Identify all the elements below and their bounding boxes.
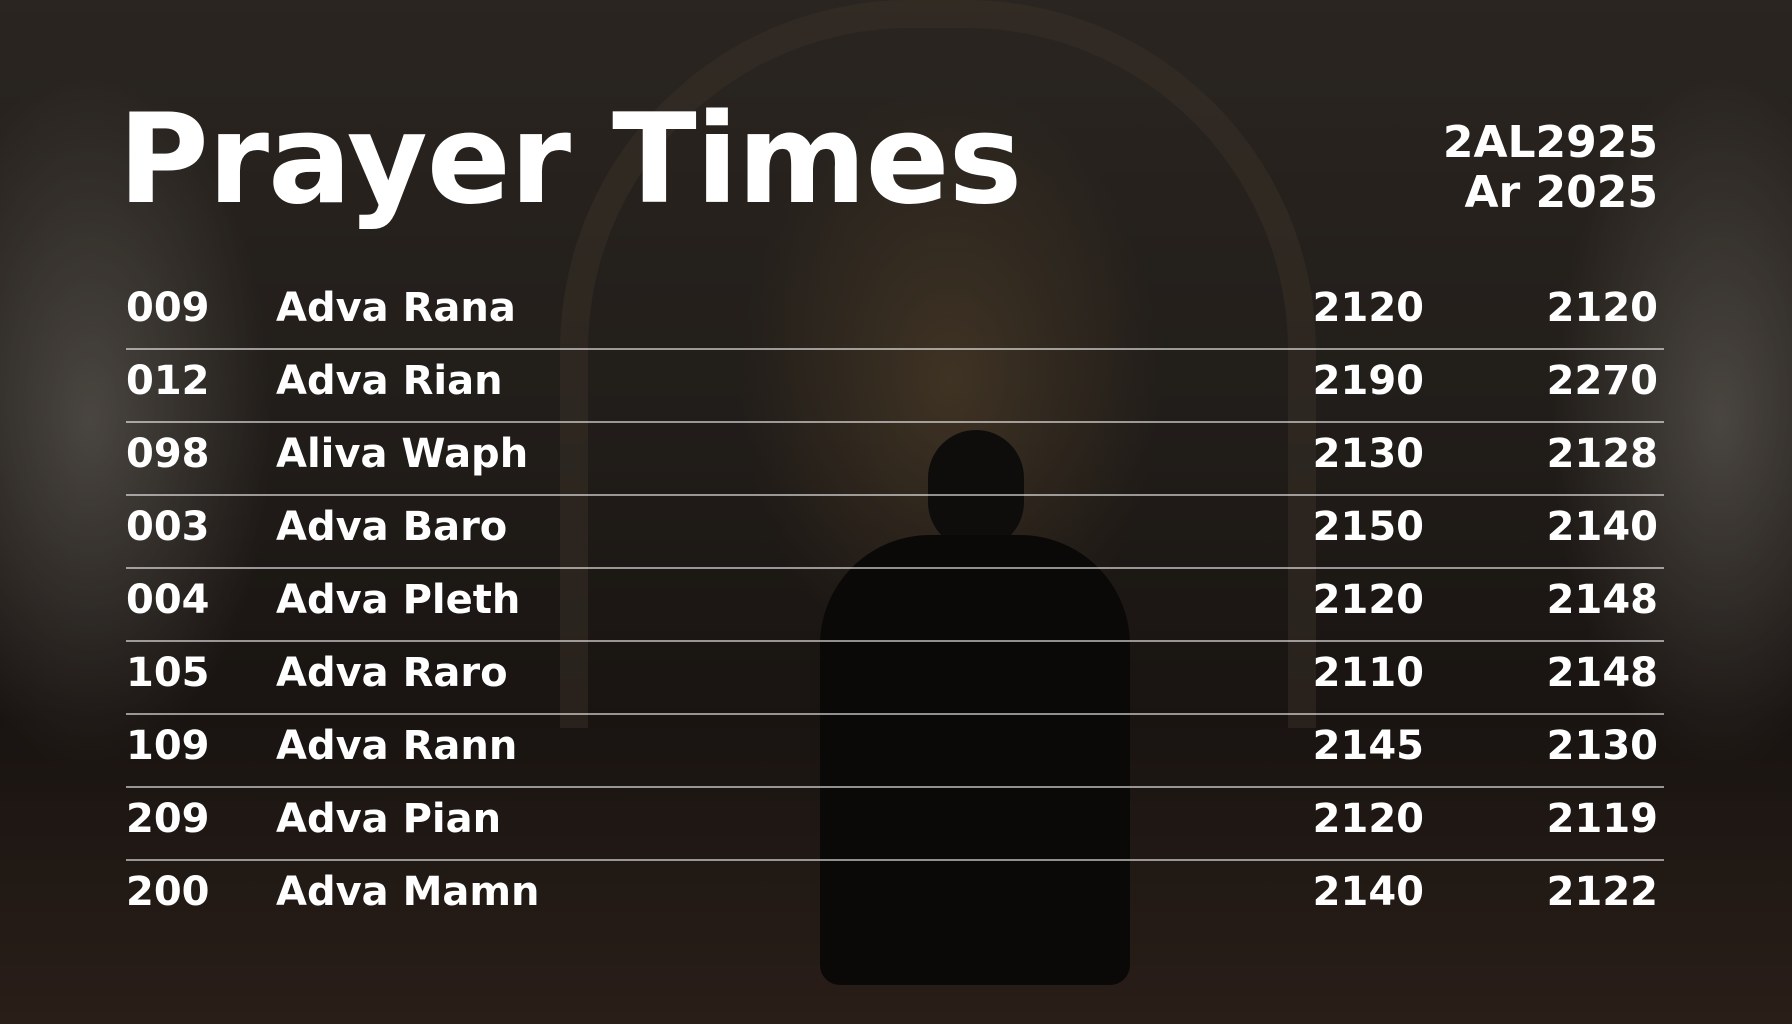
row-number: 009 xyxy=(126,285,210,331)
row-time-1: 2145 xyxy=(1312,723,1424,769)
row-time-2: 2148 xyxy=(1546,577,1658,623)
row-time-1: 2140 xyxy=(1312,869,1424,915)
row-time-2: 2128 xyxy=(1546,431,1658,477)
row-name: Adva Rana xyxy=(276,285,516,331)
row-name: Adva Baro xyxy=(276,504,508,550)
table-row: 003 Adva Baro 2150 2140 xyxy=(126,496,1664,569)
date-line-2: Ar 2025 xyxy=(1464,167,1658,218)
row-time-1: 2150 xyxy=(1312,504,1424,550)
row-name: Aliva Waph xyxy=(276,431,529,477)
row-number: 003 xyxy=(126,504,210,550)
row-time-1: 2190 xyxy=(1312,358,1424,404)
table-row: 109 Adva Rann 2145 2130 xyxy=(126,715,1664,788)
row-time-1: 2130 xyxy=(1312,431,1424,477)
row-time-1: 2120 xyxy=(1312,285,1424,331)
row-number: 209 xyxy=(126,796,210,842)
row-number: 105 xyxy=(126,650,210,696)
table-row: 009 Adva Rana 2120 2120 xyxy=(126,277,1664,350)
row-name: Adva Pian xyxy=(276,796,502,842)
row-time-2: 2120 xyxy=(1546,285,1658,331)
prayer-times-table: 009 Adva Rana 2120 2120 012 Adva Rian 2190 2270… xyxy=(126,277,1664,934)
row-time-2: 2130 xyxy=(1546,723,1658,769)
person-head xyxy=(928,430,1024,550)
table-row: 012 Adva Rian 2190 2270 xyxy=(126,350,1664,423)
date-display: 2AL2925 Ar 2025 xyxy=(1443,118,1658,218)
row-time-2: 2148 xyxy=(1546,650,1658,696)
row-name: Adva Pleth xyxy=(276,577,521,623)
row-name: Adva Rann xyxy=(276,723,518,769)
table-row: 209 Adva Pian 2120 2119 xyxy=(126,788,1664,861)
row-number: 200 xyxy=(126,869,210,915)
table-row: 098 Aliva Waph 2130 2128 xyxy=(126,423,1664,496)
page-title: Prayer Times xyxy=(118,88,1022,232)
row-time-1: 2120 xyxy=(1312,796,1424,842)
table-row: 004 Adva Pleth 2120 2148 xyxy=(126,569,1664,642)
praying-person-silhouette xyxy=(820,430,1130,990)
row-name: Adva Rian xyxy=(276,358,503,404)
date-line-1: 2AL2925 xyxy=(1442,117,1658,168)
row-number: 109 xyxy=(126,723,210,769)
row-number: 012 xyxy=(126,358,210,404)
table-row: 105 Adva Raro 2110 2148 xyxy=(126,642,1664,715)
row-time-2: 2119 xyxy=(1546,796,1658,842)
row-name: Adva Mamn xyxy=(276,869,540,915)
row-time-1: 2120 xyxy=(1312,577,1424,623)
row-time-2: 2140 xyxy=(1546,504,1658,550)
row-number: 098 xyxy=(126,431,210,477)
table-row: 200 Adva Mamn 2140 2122 xyxy=(126,861,1664,934)
row-time-1: 2110 xyxy=(1312,650,1424,696)
person-body xyxy=(820,535,1130,985)
row-time-2: 2122 xyxy=(1546,869,1658,915)
row-number: 004 xyxy=(126,577,210,623)
row-name: Adva Raro xyxy=(276,650,508,696)
row-time-2: 2270 xyxy=(1546,358,1658,404)
